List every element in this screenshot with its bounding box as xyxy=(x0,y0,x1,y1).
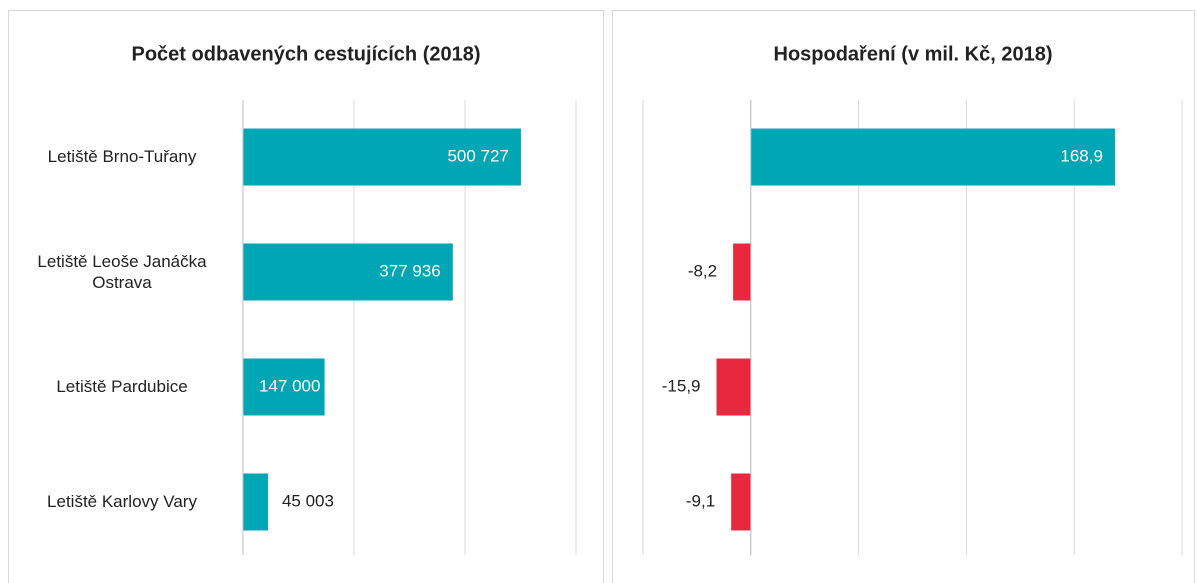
chart-title: Počet odbavených cestujících (2018) xyxy=(131,43,480,65)
value-label: -9,1 xyxy=(686,491,715,510)
value-label: 45 003 xyxy=(282,491,334,510)
category-label-box: Letiště Brno-Tuřany xyxy=(47,147,197,167)
value-label: 377 936 xyxy=(379,261,440,280)
bar xyxy=(716,358,751,416)
bar xyxy=(243,473,268,531)
bar xyxy=(243,128,521,186)
value-label: 500 727 xyxy=(447,146,508,165)
category-label-box: Letiště Leoše Janáčka Ostrava xyxy=(37,251,207,292)
value-label: 168,9 xyxy=(1060,146,1103,165)
value-label: -15,9 xyxy=(662,376,701,395)
category-label: Letiště Pardubice xyxy=(56,377,188,397)
bar xyxy=(733,243,751,301)
category-label: Letiště Brno-Tuřany xyxy=(47,147,197,167)
chart-title: Hospodaření (v mil. Kč, 2018) xyxy=(774,43,1053,65)
category-label: Letiště Karlovy Vary xyxy=(47,492,197,512)
panel xyxy=(8,10,604,583)
category-label: Letiště Leoše Janáčka Ostrava xyxy=(37,251,207,292)
value-label: -8,2 xyxy=(688,261,717,280)
category-label-box: Letiště Karlovy Vary xyxy=(47,492,197,512)
bar xyxy=(731,473,751,531)
bar xyxy=(243,358,325,416)
category-label-box: Letiště Pardubice xyxy=(56,377,188,397)
value-label: 147 000 xyxy=(259,376,320,395)
bar xyxy=(243,243,453,301)
panel xyxy=(612,10,1195,583)
bar xyxy=(750,128,1115,186)
